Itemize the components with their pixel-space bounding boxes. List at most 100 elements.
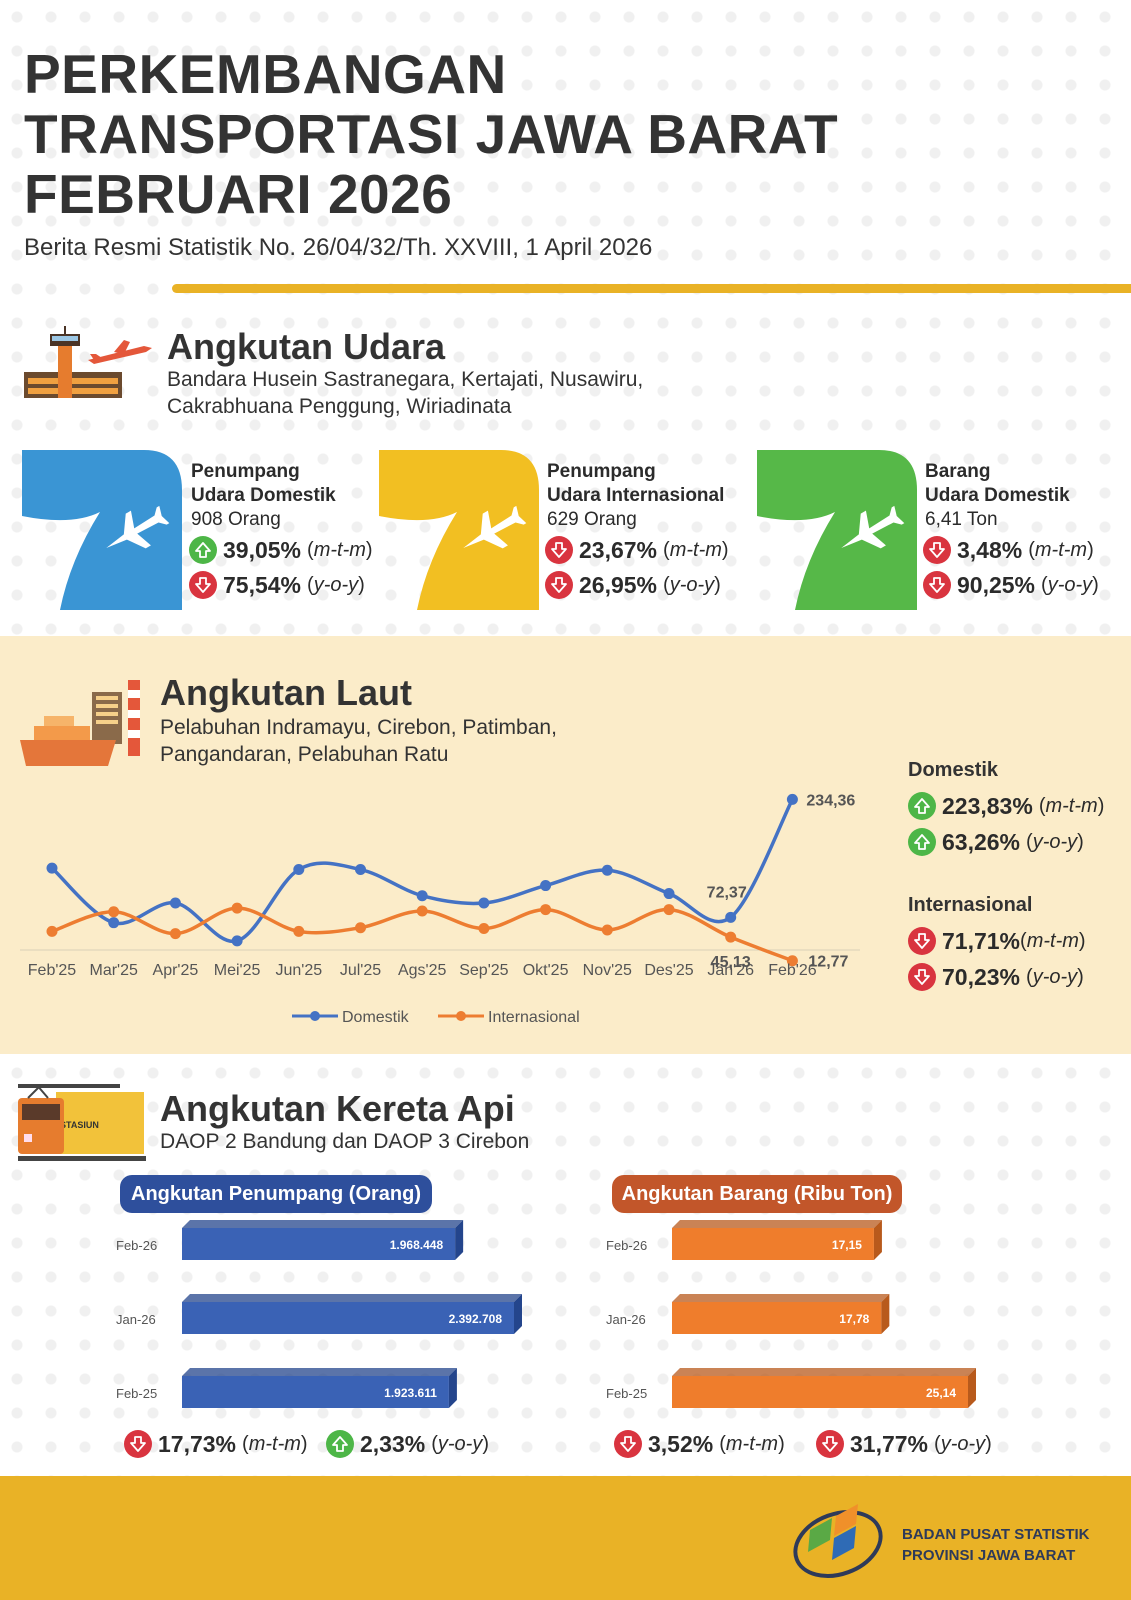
svg-text:STASIUN: STASIUN bbox=[60, 1120, 99, 1130]
point-domestik-Feb'26 bbox=[786, 793, 798, 805]
bar-Jan-26 bbox=[182, 1294, 522, 1334]
series-line-domestik bbox=[50, 798, 794, 944]
laut-title: Angkutan Laut bbox=[160, 672, 412, 713]
bar-front bbox=[182, 1228, 456, 1260]
stat-period: (m-t-m) bbox=[1020, 929, 1086, 952]
stat-period: (m-t-m) bbox=[307, 538, 373, 561]
laut-internasional-mtm: 71,71% (m-t-m) bbox=[908, 927, 1086, 955]
bar-category-label: Jan-26 bbox=[606, 1312, 646, 1327]
air-card-text-1: Penumpang Udara Domestik 908 Orang bbox=[191, 460, 336, 532]
udara-title: Angkutan Udara bbox=[167, 326, 446, 367]
bar-front bbox=[672, 1376, 968, 1408]
bar-side bbox=[514, 1294, 522, 1334]
point-domestik-Apr'25 bbox=[169, 897, 181, 909]
x-tick-label: Jul'25 bbox=[340, 962, 381, 979]
air-card-3 bbox=[757, 450, 917, 610]
bar-Feb-26 bbox=[182, 1220, 464, 1260]
laut-internasional-yoy: 70,23% (y-o-y) bbox=[908, 963, 1084, 991]
point-internasional-Ags'25 bbox=[416, 905, 428, 917]
data-label: 12,77 bbox=[808, 954, 848, 971]
stat-value: 75,54% bbox=[223, 571, 302, 598]
point-internasional-Sep'25 bbox=[478, 923, 490, 935]
card-value: 908 Orang bbox=[191, 509, 281, 530]
laut-domestik-head: Domestik bbox=[908, 759, 999, 781]
arrow-down-icon bbox=[189, 571, 217, 599]
arrow-up-icon bbox=[908, 828, 936, 856]
bps-logo-icon bbox=[793, 1504, 883, 1578]
page-title: PERKEMBANGAN TRANSPORTASI JAWA BARAT FEB… bbox=[24, 44, 838, 224]
x-tick-label: Nov'25 bbox=[583, 962, 632, 979]
air-card-1 bbox=[22, 450, 182, 610]
air-card-1-mtm: 39,05% (m-t-m) bbox=[189, 536, 373, 564]
kereta-subtitle: DAOP 2 Bandung dan DAOP 3 Cirebon bbox=[160, 1130, 530, 1153]
data-label: 234,36 bbox=[806, 792, 855, 809]
stat-period: (m-t-m) bbox=[1038, 794, 1105, 817]
bar-Jan-26 bbox=[672, 1294, 890, 1334]
x-tick-label: Ags'25 bbox=[398, 962, 447, 979]
point-domestik-Jan'26 bbox=[725, 911, 737, 923]
laut-subtitle: Pelabuhan Indramayu, Cirebon, Patimban, … bbox=[160, 714, 557, 768]
bar-top bbox=[672, 1220, 882, 1228]
footer-band bbox=[0, 1476, 1131, 1600]
bar-Feb-25 bbox=[672, 1368, 976, 1408]
title-line-1: PERKEMBANGAN bbox=[24, 43, 507, 105]
arrow-up-icon bbox=[326, 1430, 354, 1458]
x-tick-label: Jun'25 bbox=[275, 962, 322, 979]
title-line-2: TRANSPORTASI JAWA BARAT bbox=[24, 103, 839, 165]
bar-top bbox=[672, 1368, 976, 1376]
bar-value-label: 17,78 bbox=[839, 1312, 869, 1326]
bar-value-label: 2.392.708 bbox=[449, 1312, 503, 1326]
bar-category-label: Jan-26 bbox=[116, 1312, 156, 1327]
airport-icon bbox=[24, 326, 152, 398]
arrow-down-icon bbox=[545, 536, 573, 564]
card-head-1: Penumpang bbox=[191, 461, 300, 482]
udara-subtitle-line-2: Cakrabhuana Penggung, Wiriadinata bbox=[167, 395, 512, 418]
stat-value: 2,33% bbox=[360, 1430, 426, 1457]
arrow-down-icon bbox=[923, 536, 951, 564]
legend-label: Internasional bbox=[488, 1009, 580, 1026]
stat-value: 71,71% bbox=[942, 927, 1021, 954]
x-tick-label: Okt'25 bbox=[523, 962, 569, 979]
bar-front bbox=[672, 1228, 874, 1260]
point-domestik-Nov'25 bbox=[601, 864, 613, 876]
stat-period: (y-o-y) bbox=[1026, 830, 1084, 853]
point-domestik-Jul'25 bbox=[355, 864, 366, 876]
card-value: 6,41 Ton bbox=[925, 509, 998, 530]
bar-category-label: Feb-26 bbox=[606, 1238, 647, 1253]
penumpang-mtm: 17,73% (m-t-m) bbox=[124, 1430, 308, 1458]
x-tick-label: Feb'25 bbox=[28, 962, 77, 979]
air-card-2-yoy: 26,95% (y-o-y) bbox=[545, 571, 721, 599]
dot-pattern-top bbox=[0, 0, 1131, 640]
bar-side bbox=[968, 1368, 976, 1408]
barang-panel-title: Angkutan Barang (Ribu Ton) bbox=[612, 1175, 902, 1213]
air-card-text-3: Barang Udara Domestik 6,41 Ton bbox=[925, 460, 1070, 532]
arrow-down-icon bbox=[124, 1430, 152, 1458]
bar-top bbox=[182, 1294, 522, 1302]
bar-Feb-26 bbox=[672, 1220, 882, 1260]
air-card-2 bbox=[379, 450, 539, 610]
stat-period: (m-t-m) bbox=[663, 538, 729, 561]
x-tick-label: Feb'26 bbox=[768, 962, 817, 979]
bar-front bbox=[672, 1302, 882, 1334]
stat-value: 70,23% bbox=[942, 963, 1021, 990]
arrow-down-icon bbox=[908, 963, 936, 991]
arrow-down-icon bbox=[614, 1430, 642, 1458]
bar-category-label: Feb-25 bbox=[116, 1386, 157, 1401]
point-domestik-Mar'25 bbox=[108, 917, 120, 929]
bar-top bbox=[182, 1220, 464, 1228]
penumpang-yoy: 2,33% (y-o-y) bbox=[326, 1430, 489, 1458]
bar-side bbox=[881, 1294, 890, 1334]
stat-value: 223,83% bbox=[942, 792, 1033, 819]
stat-value: 3,52% bbox=[648, 1430, 714, 1457]
title-line-3: FEBRUARI 2026 bbox=[24, 163, 453, 225]
bar-value-label: 17,15 bbox=[832, 1238, 862, 1252]
point-domestik-Des'25 bbox=[663, 888, 675, 900]
air-card-2-mtm: 23,67% (m-t-m) bbox=[545, 536, 729, 564]
stat-period: (y-o-y) bbox=[663, 573, 721, 596]
x-tick-label: Jan'26 bbox=[707, 962, 754, 979]
stat-period: (m-t-m) bbox=[1028, 538, 1094, 561]
sea-transport-line-chart: Feb'25 Mar'25 Apr'25 Mei'25 Jun'25 Jul'25 Ags'… bbox=[20, 792, 860, 1026]
udara-subtitle-line-1: Bandara Husein Sastranegara, Kertajati, … bbox=[167, 368, 644, 391]
laut-subtitle-line-1: Pelabuhan Indramayu, Cirebon, Patimban, bbox=[160, 716, 557, 739]
point-internasional-Des'25 bbox=[663, 904, 675, 916]
